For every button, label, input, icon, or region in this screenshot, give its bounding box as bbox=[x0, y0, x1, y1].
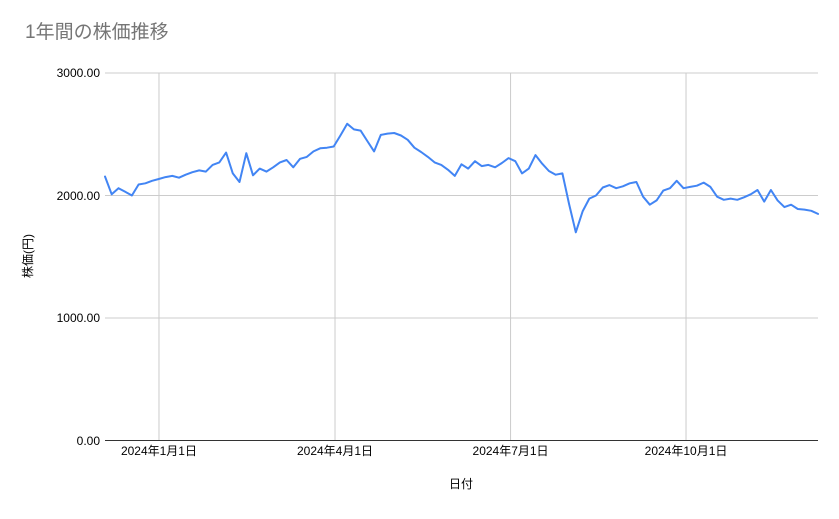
x-tick-label: 2024年1月1日 bbox=[120, 444, 197, 458]
y-axis-title: 株価(円) bbox=[21, 234, 35, 278]
x-tick-label: 2024年4月1日 bbox=[296, 444, 374, 458]
x-tick-label: 2024年7月1日 bbox=[472, 444, 549, 458]
chart-title: 1年間の株価推移 bbox=[25, 22, 169, 43]
x-axis-title: 日付 bbox=[448, 477, 473, 491]
x-tick-label: 2024年10月1日 bbox=[644, 444, 728, 458]
y-tick-label: 1000.00 bbox=[56, 311, 100, 325]
y-tick-label: 2000.00 bbox=[56, 188, 100, 203]
y-tick-label: 0.00 bbox=[76, 433, 100, 448]
y-tick-label: 3000.00 bbox=[56, 66, 100, 80]
stock-price-line-series bbox=[104, 122, 819, 234]
